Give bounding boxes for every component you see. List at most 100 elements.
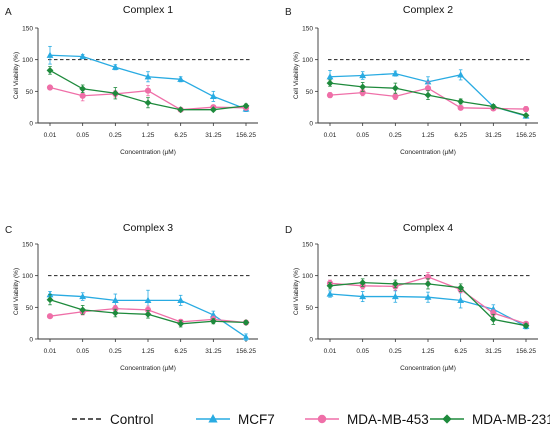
y-axis-label: Cell Viability (%) bbox=[13, 268, 20, 315]
chart-panel-c: C Complex 3 0 50 100 150 0.01 0.05 0.25 1.25 6.25 3… bbox=[5, 222, 258, 372]
x-tick-label: 6.25 bbox=[454, 348, 467, 355]
data-point bbox=[326, 73, 334, 80]
x-tick-label: 6.25 bbox=[174, 348, 187, 355]
panel-letter: A bbox=[5, 7, 12, 18]
series-mda-mb-231 bbox=[46, 294, 250, 328]
y-tick-label: 150 bbox=[22, 26, 33, 33]
legend-label: MDA-MB-453 bbox=[347, 412, 429, 427]
data-point bbox=[326, 79, 334, 87]
data-point bbox=[424, 85, 432, 92]
panel-letter: C bbox=[5, 225, 12, 236]
x-tick-label: 0.25 bbox=[109, 132, 122, 139]
data-point bbox=[326, 290, 334, 297]
data-point bbox=[522, 112, 530, 119]
y-tick-label: 50 bbox=[306, 305, 314, 312]
chart-title: Complex 2 bbox=[403, 4, 453, 16]
x-tick-label: 1.25 bbox=[142, 348, 155, 355]
data-point bbox=[177, 106, 185, 114]
y-axis-label: Cell Viability (%) bbox=[293, 268, 300, 315]
legend-label: Control bbox=[110, 412, 154, 427]
legend: Control MCF7 MDA-MB-453 MDA-MB-231 bbox=[72, 412, 550, 427]
chart-title: Complex 3 bbox=[123, 222, 173, 234]
data-point bbox=[79, 306, 87, 314]
data-point bbox=[111, 309, 119, 317]
y-tick-label: 100 bbox=[302, 273, 313, 280]
x-tick-label: 0.01 bbox=[324, 348, 337, 355]
x-tick-label: 156.25 bbox=[236, 132, 256, 139]
chart-title: Complex 4 bbox=[403, 222, 453, 234]
data-point bbox=[209, 106, 217, 114]
y-tick-label: 50 bbox=[26, 305, 34, 312]
data-point bbox=[457, 296, 465, 303]
data-point bbox=[209, 92, 217, 99]
legend-label: MDA-MB-231 bbox=[472, 412, 550, 427]
chart-panel-a: A Complex 1 0 50 100 150 0.01 0.05 0.25 1.25 6.25 3… bbox=[5, 4, 258, 156]
data-point bbox=[326, 92, 334, 99]
data-point bbox=[46, 296, 54, 304]
data-point bbox=[46, 67, 54, 74]
data-point bbox=[79, 92, 86, 99]
data-point bbox=[144, 87, 152, 94]
y-axis-label: Cell Viability (%) bbox=[293, 52, 300, 99]
x-tick-label: 0.01 bbox=[44, 132, 57, 139]
y-tick-label: 50 bbox=[26, 89, 34, 96]
x-tick-label: 6.25 bbox=[174, 132, 187, 139]
data-point bbox=[522, 322, 530, 330]
data-point bbox=[457, 71, 465, 78]
x-tick-label: 1.25 bbox=[142, 132, 155, 139]
x-tick-label: 0.01 bbox=[324, 132, 337, 139]
data-point bbox=[177, 296, 185, 303]
data-point bbox=[79, 52, 87, 60]
x-tick-label: 1.25 bbox=[422, 348, 435, 355]
chart-panel-b: B Complex 2 0 50 100 150 0.01 0.05 0.25 1.25 6.25 3… bbox=[285, 4, 538, 156]
series-mcf7 bbox=[326, 290, 530, 330]
data-point bbox=[242, 333, 250, 340]
series-mda-mb-231 bbox=[326, 79, 530, 119]
legend-marker bbox=[442, 414, 452, 424]
data-point bbox=[359, 71, 367, 79]
y-tick-label: 0 bbox=[29, 121, 33, 128]
data-point bbox=[391, 280, 399, 288]
data-point bbox=[359, 279, 367, 287]
data-point bbox=[457, 284, 465, 292]
legend-marker bbox=[317, 414, 327, 424]
series-mda-mb-231 bbox=[46, 66, 250, 114]
x-tick-label: 0.25 bbox=[389, 132, 402, 139]
y-tick-label: 0 bbox=[309, 121, 313, 128]
data-point bbox=[46, 84, 54, 91]
legend-item-control: Control bbox=[72, 412, 154, 427]
data-point bbox=[242, 102, 250, 110]
x-tick-label: 156.25 bbox=[516, 348, 536, 355]
x-axis-label: Concentration (µM) bbox=[120, 149, 176, 156]
x-axis-label: Concentration (µM) bbox=[120, 365, 176, 372]
series-mda-mb-231 bbox=[326, 278, 530, 330]
data-point bbox=[46, 51, 54, 58]
legend-label: MCF7 bbox=[238, 412, 275, 427]
data-point bbox=[144, 310, 152, 318]
data-point bbox=[522, 105, 530, 113]
x-tick-label: 31.25 bbox=[205, 348, 222, 355]
x-tick-label: 0.25 bbox=[389, 348, 402, 355]
data-point bbox=[489, 315, 497, 323]
data-point bbox=[489, 103, 497, 110]
data-point bbox=[144, 99, 152, 107]
data-point bbox=[391, 70, 399, 77]
data-point bbox=[46, 291, 54, 298]
x-tick-label: 0.05 bbox=[356, 132, 369, 139]
data-point bbox=[177, 75, 185, 82]
chart-panel-d: D Complex 4 0 50 100 150 0.01 0.05 0.25 1.25 6.25 3… bbox=[285, 222, 538, 372]
data-point bbox=[111, 296, 119, 303]
x-tick-label: 0.05 bbox=[356, 348, 369, 355]
y-tick-label: 150 bbox=[22, 242, 33, 249]
data-point bbox=[111, 89, 119, 97]
y-tick-label: 50 bbox=[306, 89, 314, 96]
data-point bbox=[391, 292, 399, 300]
chart-title: Complex 1 bbox=[123, 4, 173, 16]
panel-letter: B bbox=[285, 7, 292, 18]
data-point bbox=[144, 73, 152, 80]
x-axis-label: Concentration (µM) bbox=[400, 365, 456, 372]
panel-letter: D bbox=[285, 225, 292, 236]
data-point bbox=[326, 282, 334, 290]
y-axis-label: Cell Viability (%) bbox=[13, 52, 20, 99]
